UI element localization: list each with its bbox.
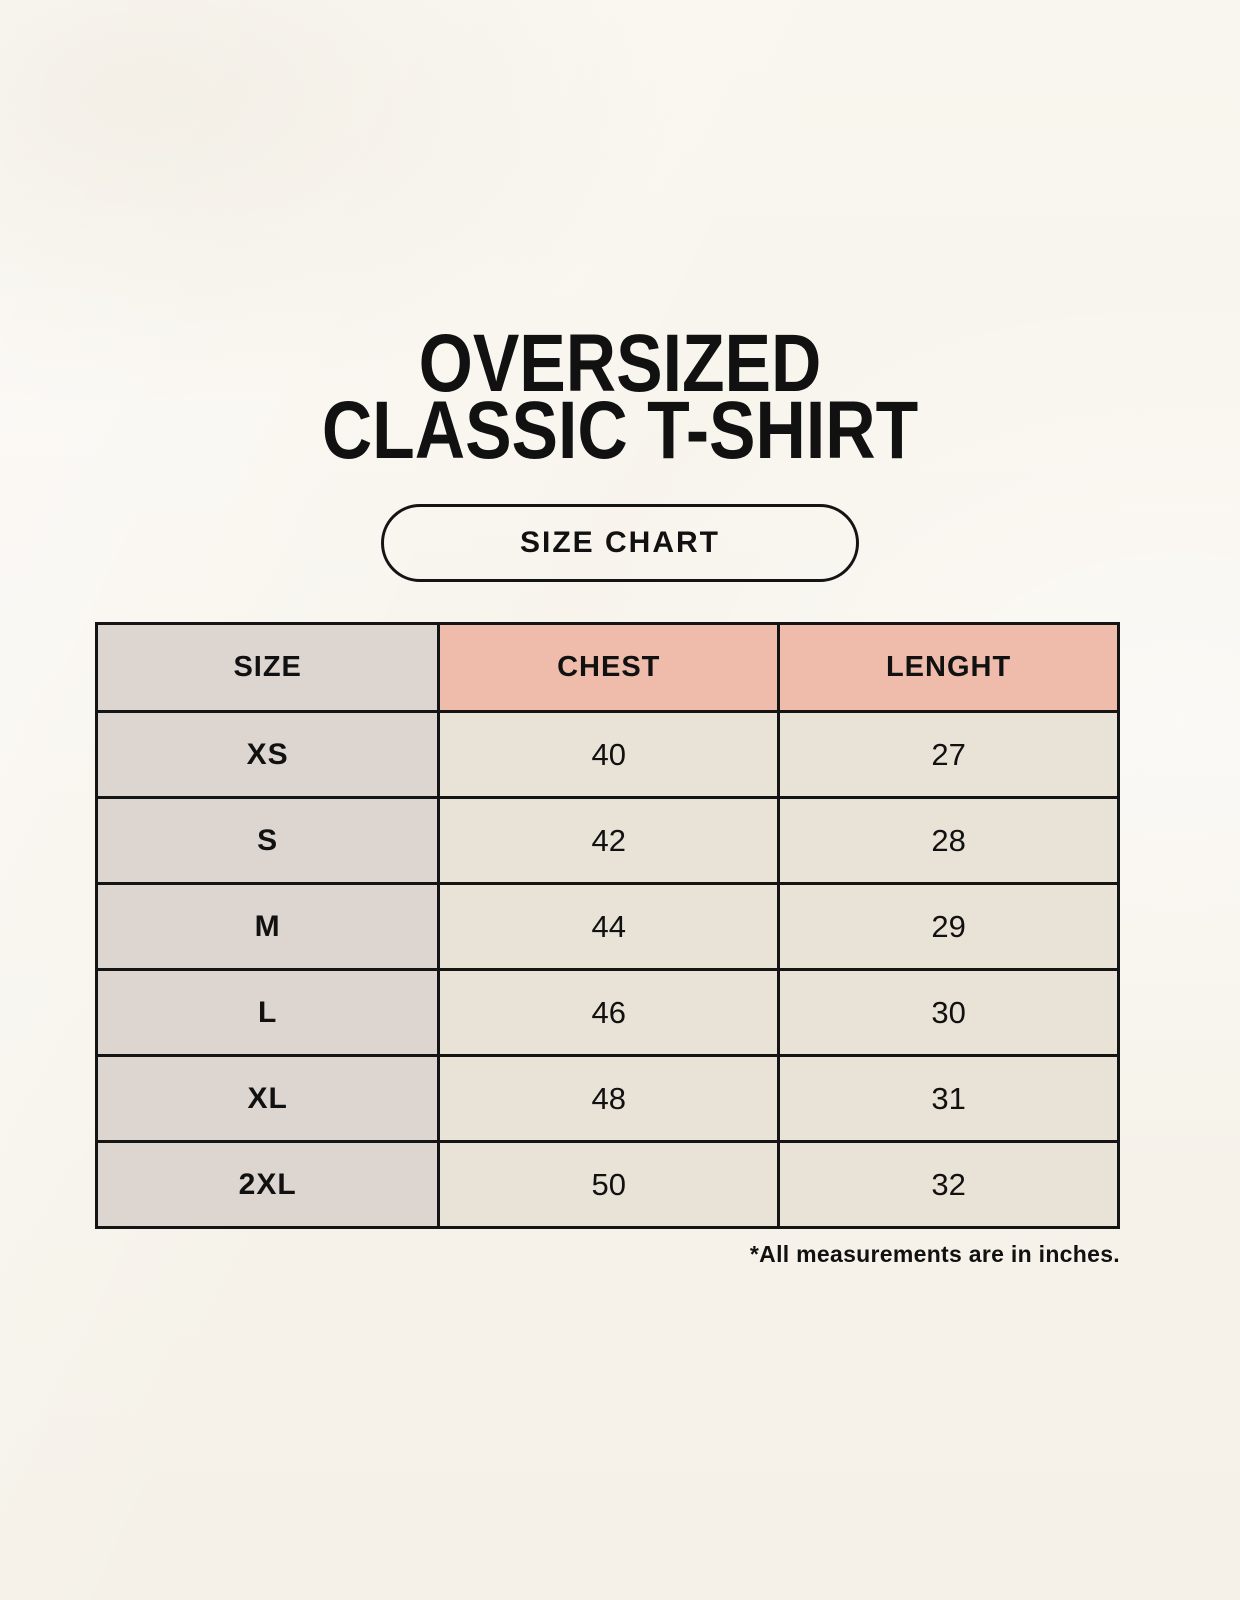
size-table-container: SIZE CHEST LENGHT XS 40 27 S 42 28 M 44 29 L 46 30 X…: [94, 622, 1120, 1230]
measurements-footnote: *All measurements are in inches.: [749, 1241, 1120, 1268]
table-row: L 46 30: [94, 968, 1120, 1058]
size-table: SIZE CHEST LENGHT XS 40 27 S 42 28 M 44 29 L 46 30 X…: [94, 622, 1120, 1230]
size-cell: M: [94, 882, 441, 972]
size-cell: L: [94, 968, 441, 1058]
page-title-line1: OVERSIZED: [418, 318, 822, 409]
length-cell: 30: [777, 968, 1120, 1058]
page-title: OVERSIZED CLASSIC T-SHIRT: [93, 0, 1147, 477]
length-cell: 28: [777, 796, 1120, 886]
table-row: M 44 29: [94, 882, 1120, 972]
size-cell: XL: [94, 1054, 441, 1144]
column-header-chest: CHEST: [437, 622, 781, 714]
column-header-length: LENGHT: [777, 622, 1120, 714]
size-cell: XS: [94, 710, 441, 800]
chest-cell: 44: [437, 882, 781, 972]
size-chart-button[interactable]: SIZE CHART: [381, 504, 859, 583]
length-cell: 31: [777, 1054, 1120, 1144]
table-row: S 42 28: [94, 796, 1120, 886]
column-header-size: SIZE: [94, 622, 441, 714]
chest-cell: 48: [437, 1054, 781, 1144]
size-cell: S: [94, 796, 441, 886]
chest-cell: 42: [437, 796, 781, 886]
length-cell: 32: [777, 1140, 1120, 1230]
page-title-line2: CLASSIC T-SHIRT: [321, 385, 919, 477]
chest-cell: 50: [437, 1140, 781, 1230]
table-row: XS 40 27: [94, 710, 1120, 800]
chest-cell: 46: [437, 968, 781, 1058]
table-row: 2XL 50 32: [94, 1140, 1120, 1230]
length-cell: 29: [777, 882, 1120, 972]
size-table-body: XS 40 27 S 42 28 M 44 29 L 46 30 XL 48 31 2XL 50 32: [94, 710, 1120, 1230]
table-row: XL 48 31: [94, 1054, 1120, 1144]
length-cell: 27: [777, 710, 1120, 800]
table-header-row: SIZE CHEST LENGHT: [94, 622, 1120, 714]
size-cell: 2XL: [94, 1140, 441, 1230]
chest-cell: 40: [437, 710, 781, 800]
